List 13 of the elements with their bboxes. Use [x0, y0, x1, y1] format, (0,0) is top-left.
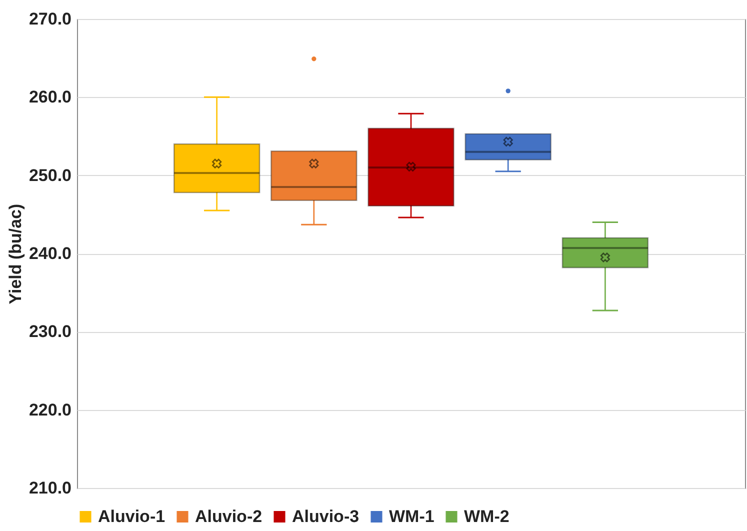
y-tick-label: 230.0	[28, 322, 72, 342]
legend-label: Aluvio-3	[292, 506, 360, 526]
y-tick-label: 210.0	[28, 478, 72, 498]
y-tick-label: 260.0	[28, 88, 72, 107]
legend-label: WM-1	[389, 506, 434, 526]
legend-label: WM-2	[464, 506, 510, 526]
y-tick-label: 220.0	[28, 400, 72, 420]
y-tick-label: 270.0	[28, 10, 72, 28]
legend-label: Aluvio-2	[195, 506, 262, 526]
y-tick-label: 240.0	[28, 244, 72, 263]
y-tick-label: 250.0	[28, 166, 72, 185]
y-axis-title: Yield (bu/ac)	[6, 204, 25, 304]
legend-label: Aluvio-1	[98, 506, 166, 526]
